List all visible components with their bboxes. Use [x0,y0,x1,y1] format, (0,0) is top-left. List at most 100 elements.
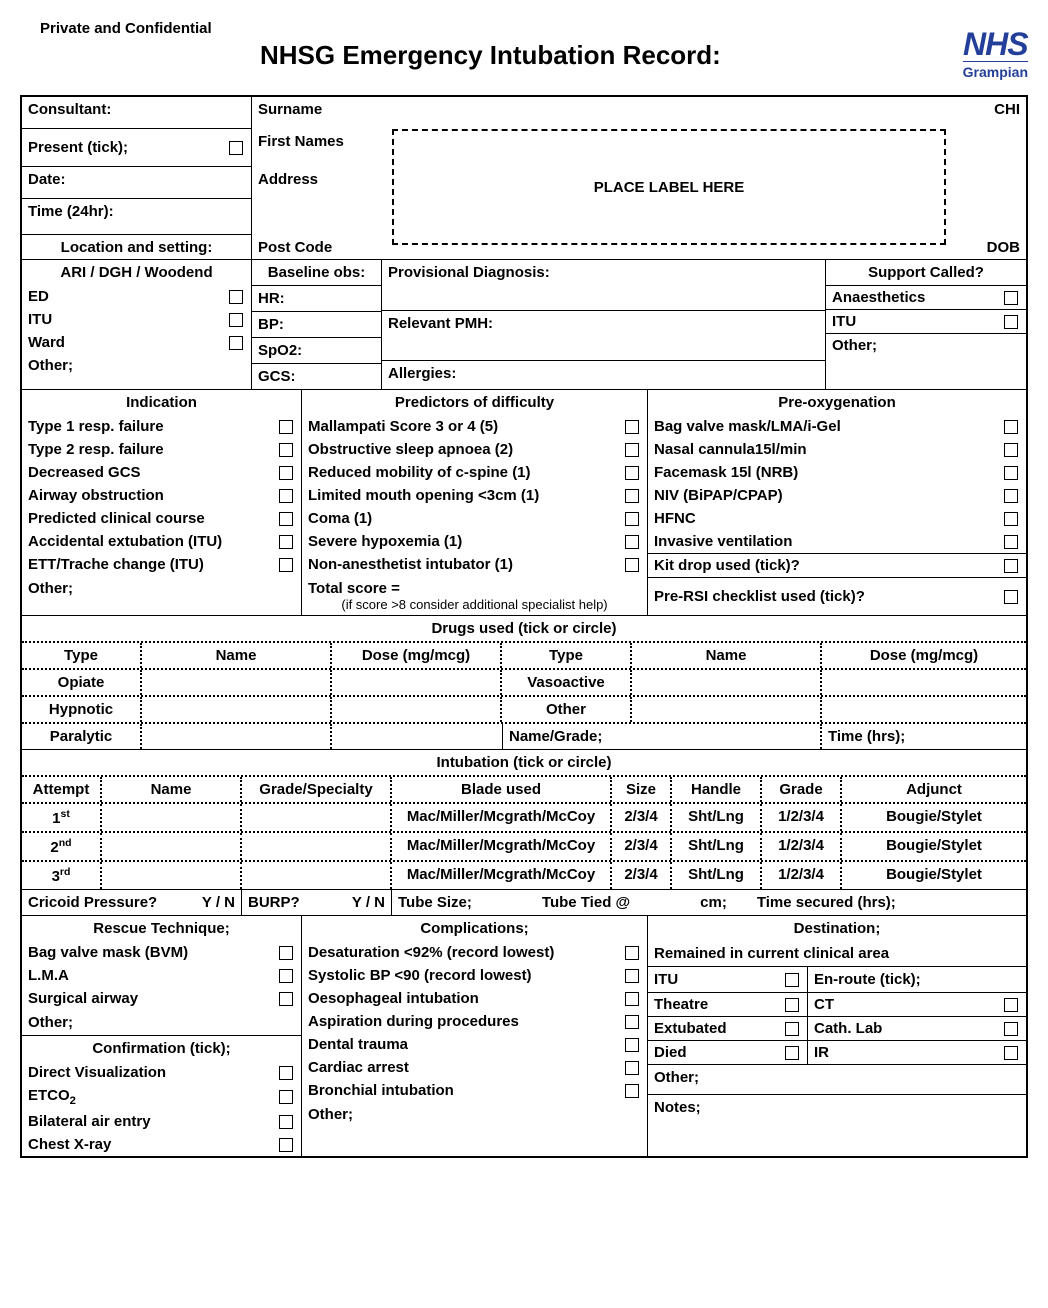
intub-a2-name[interactable] [102,833,242,860]
logo-text: NHS [963,30,1028,59]
intub-a2-grade[interactable]: 1/2/3/4 [762,833,842,860]
pred-total-note: (if score >8 consider additional special… [308,597,641,612]
preoxy-kit-chk[interactable] [1004,559,1018,573]
drug-vaso-name[interactable] [632,670,822,695]
comp-oesoph-chk[interactable] [625,992,639,1006]
itu-checkbox[interactable] [229,313,243,327]
comp-bronchial-chk[interactable] [625,1084,639,1098]
rescue-surgical-chk[interactable] [279,992,293,1006]
ward-checkbox[interactable] [229,336,243,350]
intub-a3-blade[interactable]: Mac/Miller/Mcgrath/McCoy [392,862,612,889]
drug-par-dose[interactable] [332,724,502,749]
drug-opiate-dose[interactable] [332,670,502,695]
preoxy-nasal: Nasal cannula15l/min [654,441,807,458]
intub-name: Name [102,777,242,802]
ind-gcs-chk[interactable] [279,466,293,480]
preoxy-invasive-chk[interactable] [1004,535,1018,549]
intub-a3-name[interactable] [102,862,242,889]
ind-t1-chk[interactable] [279,420,293,434]
drug-opiate: Opiate [22,670,142,695]
drug-other-dose[interactable] [822,697,1026,722]
intub-a2-handle[interactable]: Sht/Lng [672,833,762,860]
drug-vaso-dose[interactable] [822,670,1026,695]
intub-a2-gs[interactable] [242,833,392,860]
pred-cspine-chk[interactable] [625,466,639,480]
ed-checkbox[interactable] [229,290,243,304]
ind-t2-chk[interactable] [279,443,293,457]
pred-mouth: Limited mouth opening <3cm (1) [308,487,539,504]
pred-nonanes-chk[interactable] [625,558,639,572]
dest-theatre-chk[interactable] [785,998,799,1012]
drug-hyp-dose[interactable] [332,697,502,722]
drug-other-name[interactable] [632,697,822,722]
preoxy-facemask-chk[interactable] [1004,466,1018,480]
anaes-checkbox[interactable] [1004,291,1018,305]
present-checkbox[interactable] [229,141,243,155]
label-placeholder[interactable]: PLACE LABEL HERE [392,129,946,245]
preoxy-hfnc-chk[interactable] [1004,512,1018,526]
intub-a2-size[interactable]: 2/3/4 [612,833,672,860]
pred-hypox-chk[interactable] [625,535,639,549]
comp-desat-chk[interactable] [625,946,639,960]
comp-dental-chk[interactable] [625,1038,639,1052]
dest-cath: Cath. Lab [814,1020,882,1037]
comp-sbp-chk[interactable] [625,969,639,983]
comp-asp-chk[interactable] [625,1015,639,1029]
preoxy-prersi-chk[interactable] [1004,590,1018,604]
intub-a2-blade[interactable]: Mac/Miller/Mcgrath/McCoy [392,833,612,860]
ind-acc: Accidental extubation (ITU) [28,533,222,550]
drug-hyp-name[interactable] [142,697,332,722]
conf-direct-chk[interactable] [279,1066,293,1080]
intub-a1-adj[interactable]: Bougie/Stylet [842,804,1026,831]
intub-a1: 1st [22,804,102,831]
pred-coma-chk[interactable] [625,512,639,526]
dest-cath-chk[interactable] [1004,1022,1018,1036]
burp-yn[interactable]: Y / N [352,894,385,911]
secured-label: Time secured (hrs); [757,894,896,911]
pred-osa-chk[interactable] [625,443,639,457]
cricoid-yn[interactable]: Y / N [202,894,235,911]
preoxy-bvm: Bag valve mask/LMA/i-Gel [654,418,841,435]
intub-a3-gs[interactable] [242,862,392,889]
cricoid-label: Cricoid Pressure? [28,894,157,911]
intub-a3-size[interactable]: 2/3/4 [612,862,672,889]
pred-mallampati-chk[interactable] [625,420,639,434]
support-itu-checkbox[interactable] [1004,315,1018,329]
drug-par-name[interactable] [142,724,332,749]
rescue-lma-chk[interactable] [279,969,293,983]
intub-a1-size[interactable]: 2/3/4 [612,804,672,831]
conf-etco2-chk[interactable] [279,1090,293,1104]
dest-itu-chk[interactable] [785,973,799,987]
drug-opiate-name[interactable] [142,670,332,695]
intub-a3-grade[interactable]: 1/2/3/4 [762,862,842,889]
intub-a1-handle[interactable]: Sht/Lng [672,804,762,831]
dest-ir-chk[interactable] [1004,1046,1018,1060]
conf-bilateral-chk[interactable] [279,1115,293,1129]
intub-a1-gs[interactable] [242,804,392,831]
ed-label: ED [28,288,49,305]
preoxy-bvm-chk[interactable] [1004,420,1018,434]
intub-a1-blade[interactable]: Mac/Miller/Mcgrath/McCoy [392,804,612,831]
intub-a1-grade[interactable]: 1/2/3/4 [762,804,842,831]
intub-a3-adj[interactable]: Bougie/Stylet [842,862,1026,889]
intub-a1-name[interactable] [102,804,242,831]
loc-other-label: Other; [28,357,73,374]
dest-extubated-chk[interactable] [785,1022,799,1036]
ind-course-chk[interactable] [279,512,293,526]
preoxy-nasal-chk[interactable] [1004,443,1018,457]
conf-cxr-chk[interactable] [279,1138,293,1152]
ind-airway-chk[interactable] [279,489,293,503]
intub-a2-adj[interactable]: Bougie/Stylet [842,833,1026,860]
comp-cardiac-chk[interactable] [625,1061,639,1075]
intub-grade: Grade [762,777,842,802]
drug-other: Other [502,697,632,722]
dest-died-chk[interactable] [785,1046,799,1060]
rescue-surgical: Surgical airway [28,990,138,1007]
dest-ct-chk[interactable] [1004,998,1018,1012]
preoxy-niv-chk[interactable] [1004,489,1018,503]
intub-a3-handle[interactable]: Sht/Lng [672,862,762,889]
rescue-bvm-chk[interactable] [279,946,293,960]
ind-acc-chk[interactable] [279,535,293,549]
ind-ett-chk[interactable] [279,558,293,572]
pred-mouth-chk[interactable] [625,489,639,503]
